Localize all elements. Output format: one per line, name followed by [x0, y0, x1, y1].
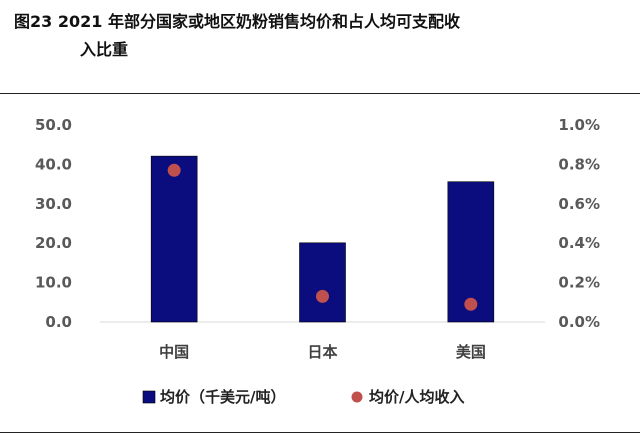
legend-bar-label: 均价（千美元/吨）	[160, 388, 285, 406]
y-left-tick-label: 0.0	[45, 313, 72, 331]
y-right-tick-label: 0.6%	[558, 195, 600, 213]
scatter-point	[316, 289, 329, 303]
y-axis-left: 0.0 10.0 20.0 30.0 40.0 50.0	[35, 116, 72, 331]
legend-scatter-label: 均价/人均收入	[369, 388, 464, 406]
chart-title-line1: 图23 2021 年部分国家或地区奶粉销售均价和占人均可支配收	[14, 12, 460, 31]
y-left-tick-label: 50.0	[35, 116, 72, 134]
y-left-tick-label: 10.0	[35, 274, 72, 292]
bar	[299, 242, 346, 323]
y-axis-right: 0.0% 0.2% 0.4% 0.6% 0.8% 1.0%	[558, 116, 600, 331]
y-right-tick-label: 0.2%	[558, 274, 600, 292]
y-left-tick-label: 30.0	[35, 195, 72, 213]
x-tick-label: 中国	[159, 343, 189, 361]
y-right-tick-label: 0.4%	[558, 234, 600, 252]
x-axis: 中国 日本 美国	[159, 343, 486, 361]
legend-bar-swatch	[142, 390, 156, 404]
y-right-tick-label: 1.0%	[558, 116, 600, 134]
y-left-tick-label: 40.0	[35, 155, 72, 173]
bar	[150, 155, 198, 323]
scatter-point	[167, 163, 181, 177]
y-right-tick-label: 0.0%	[558, 313, 600, 331]
x-tick-label: 美国	[456, 343, 486, 361]
scatter-point	[464, 297, 478, 311]
chart-title-line2: 入比重	[80, 40, 129, 59]
y-right-tick-label: 0.8%	[558, 155, 600, 173]
bottom-divider	[0, 432, 640, 433]
y-left-tick-label: 20.0	[35, 234, 72, 252]
legend: 均价（千美元/吨） 均价/人均收入	[142, 388, 464, 406]
x-tick-label: 日本	[307, 343, 337, 361]
title-divider	[0, 93, 640, 94]
scatter-series	[167, 163, 478, 311]
chart-title: 图23 2021 年部分国家或地区奶粉销售均价和占人均可支配收 入比重	[14, 8, 626, 64]
legend-scatter-swatch	[351, 391, 363, 403]
bar-series	[150, 155, 495, 323]
